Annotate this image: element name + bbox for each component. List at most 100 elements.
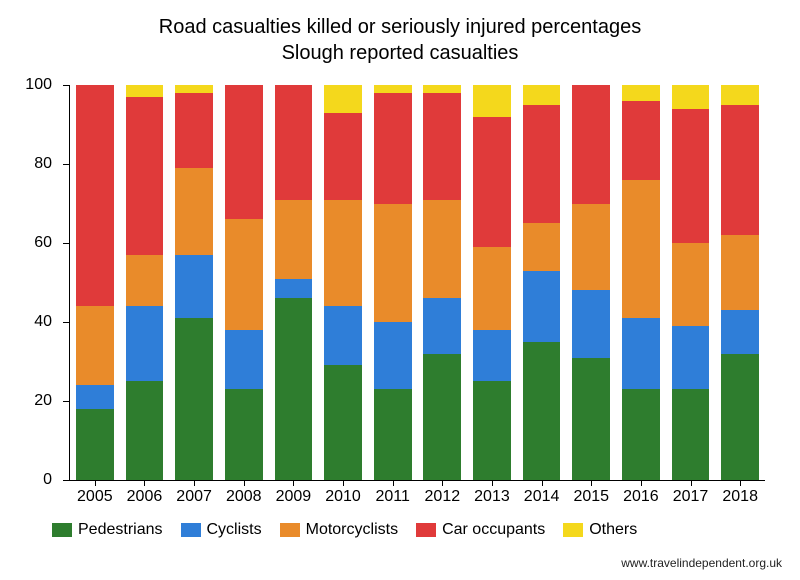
x-tick-label: 2011 [375,488,409,506]
bar-segment [622,101,660,180]
chart-title: Road casualties killed or seriously inju… [0,14,800,66]
bar-group [175,85,213,480]
bar-group [374,85,412,480]
bar-segment [126,85,164,97]
bar-segment [572,85,610,204]
x-tick-label: 2007 [176,488,212,506]
bar-segment [175,255,213,318]
bar-group [572,85,610,480]
bar-segment [721,85,759,105]
legend: PedestriansCyclistsMotorcyclistsCar occu… [52,518,760,542]
bar-group [473,85,511,480]
bar-segment [423,354,461,480]
x-tick-mark [641,480,642,486]
plot-area [70,85,765,480]
bar-segment [126,97,164,255]
x-tick-label: 2006 [127,488,163,506]
bar-segment [572,290,610,357]
x-tick-label: 2005 [77,488,113,506]
x-tick-mark [95,480,96,486]
x-tick-label: 2012 [425,488,461,506]
y-tick-label: 20 [34,392,52,410]
bar-group [126,85,164,480]
bar-segment [126,255,164,306]
x-tick-label: 2018 [722,488,758,506]
legend-label: Others [589,521,637,539]
source-url: www.travelindependent.org.uk [621,556,782,570]
bar-segment [175,168,213,255]
bar-segment [76,409,114,480]
bar-segment [324,85,362,113]
legend-swatch [280,523,300,537]
bar-segment [324,365,362,480]
bar-segment [721,354,759,480]
bar-segment [275,200,313,279]
legend-item: Cyclists [181,521,262,539]
x-tick-mark [492,480,493,486]
x-tick-label: 2008 [226,488,262,506]
bar-segment [374,204,412,323]
x-tick-mark [144,480,145,486]
bar-segment [721,310,759,353]
legend-label: Car occupants [442,521,545,539]
bar-segment [622,389,660,480]
bar-group [672,85,710,480]
bar-group [225,85,263,480]
x-tick-label: 2013 [474,488,510,506]
bar-segment [374,85,412,93]
y-tick-label: 60 [34,234,52,252]
bars-container [70,85,765,480]
bar-group [622,85,660,480]
x-tick-label: 2014 [524,488,560,506]
bar-segment [473,85,511,117]
y-tick-label: 100 [25,76,52,94]
bar-segment [126,306,164,381]
legend-label: Pedestrians [78,521,163,539]
bar-group [523,85,561,480]
x-tick-label: 2010 [325,488,361,506]
x-tick-label: 2015 [573,488,609,506]
bar-segment [622,85,660,101]
bar-group [324,85,362,480]
x-tick-mark [542,480,543,486]
y-tick-label: 40 [34,313,52,331]
y-tick-label: 0 [43,471,52,489]
x-tick-mark [343,480,344,486]
bar-segment [423,85,461,93]
bar-segment [572,358,610,480]
bar-segment [324,113,362,200]
chart-title-line2: Slough reported casualties [282,42,519,64]
bar-segment [622,318,660,389]
x-tick-mark [244,480,245,486]
chart-title-line1: Road casualties killed or seriously inju… [159,16,641,38]
bar-segment [721,105,759,235]
y-axis: 020406080100 [0,85,62,480]
bar-segment [175,318,213,480]
bar-segment [374,93,412,204]
bar-segment [523,105,561,224]
legend-swatch [52,523,72,537]
bar-segment [275,298,313,480]
bar-segment [225,219,263,330]
bar-segment [473,117,511,247]
legend-swatch [563,523,583,537]
bar-segment [473,381,511,480]
bar-segment [324,306,362,365]
x-tick-mark [691,480,692,486]
bar-group [721,85,759,480]
bar-segment [275,85,313,200]
legend-item: Others [563,521,637,539]
bar-segment [672,109,710,243]
bar-segment [721,235,759,310]
bar-group [423,85,461,480]
bar-segment [175,93,213,168]
bar-segment [622,180,660,318]
bar-segment [423,298,461,353]
x-axis-line [70,480,765,481]
bar-segment [572,204,610,291]
bar-segment [76,306,114,385]
bar-segment [225,389,263,480]
y-tick-label: 80 [34,155,52,173]
bar-segment [523,342,561,480]
bar-group [76,85,114,480]
